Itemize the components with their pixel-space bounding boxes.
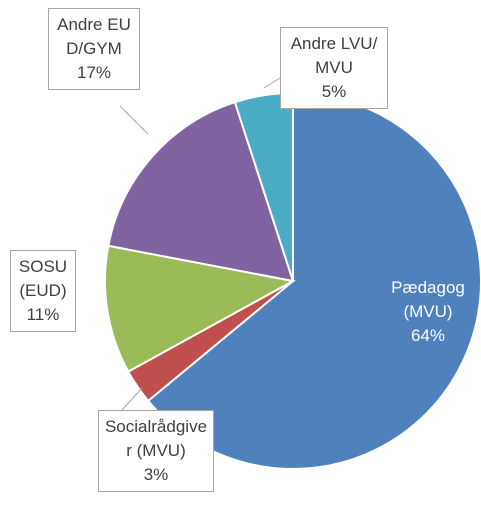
- value-label: 3%: [143, 465, 169, 484]
- pie-slice: [104, 244, 296, 373]
- data-label: Andre EUD/GYM 17%: [48, 8, 140, 90]
- data-label: SOSU (EUD) 11%: [10, 250, 76, 332]
- value-label: 17%: [76, 63, 112, 82]
- category-label: Socialrådgiver (MVU): [104, 417, 208, 460]
- value-label: 64%: [410, 326, 446, 345]
- leader-line: [119, 105, 149, 135]
- category-label: Andre LVU/MVU: [290, 34, 378, 77]
- leader-line: [121, 387, 143, 411]
- leader-line: [263, 77, 281, 89]
- value-label: 11%: [26, 305, 60, 324]
- data-label: Socialrådgiver (MVU) 3%: [98, 410, 214, 492]
- category-label: Pædagog (MVU): [391, 278, 465, 321]
- data-label: Pædagog (MVU) 64%: [373, 272, 481, 352]
- pie-slice: [107, 100, 295, 283]
- value-label: 5%: [321, 82, 347, 101]
- pie-slice: [146, 91, 481, 470]
- category-label: Andre EUD/GYM: [57, 15, 131, 58]
- data-label: Andre LVU/MVU 5%: [280, 27, 388, 109]
- category-label: SOSU (EUD): [18, 257, 68, 300]
